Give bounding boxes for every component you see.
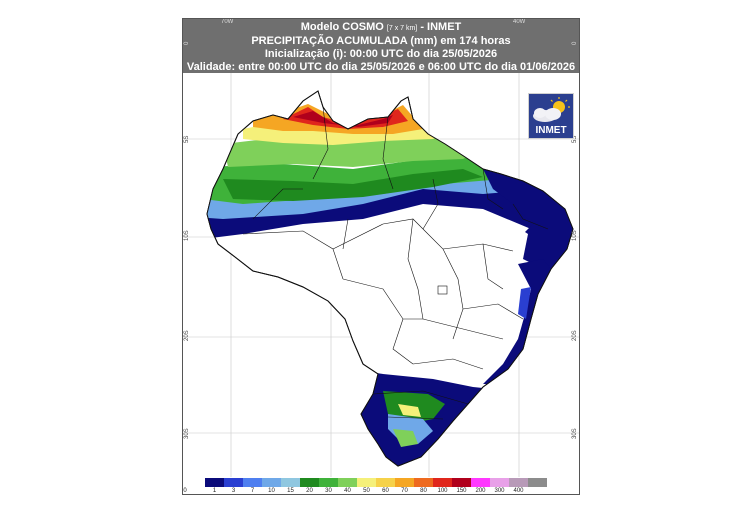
legend-label: 80 [420, 488, 427, 494]
legend-swatch [357, 478, 376, 487]
legend-swatch [319, 478, 338, 487]
legend-swatch [300, 478, 319, 487]
legend-swatch [433, 478, 452, 487]
legend-label: 40 [344, 488, 351, 494]
legend-swatch [395, 478, 414, 487]
legend-label: 300 [494, 488, 505, 494]
longitude-label-70w: 70W [221, 19, 234, 25]
legend-swatch [414, 478, 433, 487]
legend-swatch [528, 478, 547, 487]
legend-swatch [205, 478, 224, 487]
legend-label: 70 [401, 488, 408, 494]
legend-label: 100 [437, 488, 448, 494]
state-borders [242, 106, 549, 420]
initialization-line: Inicialização (i): 00:00 UTC do dia 25/0… [264, 48, 498, 60]
legend-swatch [471, 478, 490, 487]
legend-label: 7 [250, 488, 255, 494]
model-org: - INMET [420, 21, 462, 33]
legend-swatch [490, 478, 509, 487]
legend-label: 1 [212, 488, 217, 494]
logo-text: INMET [535, 125, 567, 136]
legend-swatch [262, 478, 281, 487]
legend-label: 15 [287, 488, 294, 494]
longitude-label-40w: 40W [513, 19, 526, 25]
precipitation-layers [207, 104, 573, 466]
latitude-label-30s-right: 30S [572, 428, 578, 439]
latitude-label-10s-left: 10S [184, 230, 190, 241]
latitude-label-5s-left: 5S [184, 135, 190, 143]
legend-label: 200 [475, 488, 486, 494]
legend-color-bar [205, 478, 547, 487]
legend-swatch [338, 478, 357, 487]
legend-swatch [224, 478, 243, 487]
precipitation-map [183, 73, 579, 477]
legend-label: 400 [513, 488, 524, 494]
map-frame: Modelo COSMO [7 x 7 km] - INMET PRECIPIT… [182, 18, 580, 495]
model-resolution: [7 x 7 km] [386, 25, 418, 32]
legend-swatch [509, 478, 528, 487]
latitude-label-10s-right: 10S [572, 230, 578, 241]
legend-swatch [281, 478, 300, 487]
legend-label: 20 [306, 488, 313, 494]
map-title: PRECIPITAÇÃO ACUMULADA (mm) em 174 horas [251, 35, 511, 47]
map-header: Modelo COSMO [7 x 7 km] - INMET PRECIPIT… [183, 19, 579, 73]
latitude-label-0-left: 0 [184, 41, 190, 45]
sun-cloud-icon [533, 97, 570, 122]
inmet-logo: INMET [528, 93, 574, 139]
latitude-label-20s-right: 20S [572, 330, 578, 341]
legend-label: 3 [231, 488, 236, 494]
legend-swatch [376, 478, 395, 487]
legend-label: 60 [382, 488, 389, 494]
latitude-label-0-right: 0 [572, 41, 578, 45]
validity-line: Validade: entre 00:00 UTC do dia 25/05/2… [186, 61, 576, 73]
legend-label: 50 [363, 488, 370, 494]
precipitation-legend: 0 1 3 7 10 15 20 30 40 50 60 70 80 100 150 200 300 400 [183, 477, 579, 494]
latitude-label-30s-left: 30S [184, 428, 190, 439]
legend-swatch [452, 478, 471, 487]
legend-label: 10 [268, 488, 275, 494]
legend-label: 150 [456, 488, 467, 494]
model-name: Modelo COSMO [300, 21, 384, 33]
latitude-label-20s-left: 20S [184, 330, 190, 341]
legend-swatch [243, 478, 262, 487]
legend-label: 30 [325, 488, 332, 494]
legend-label: 0 [183, 488, 187, 494]
